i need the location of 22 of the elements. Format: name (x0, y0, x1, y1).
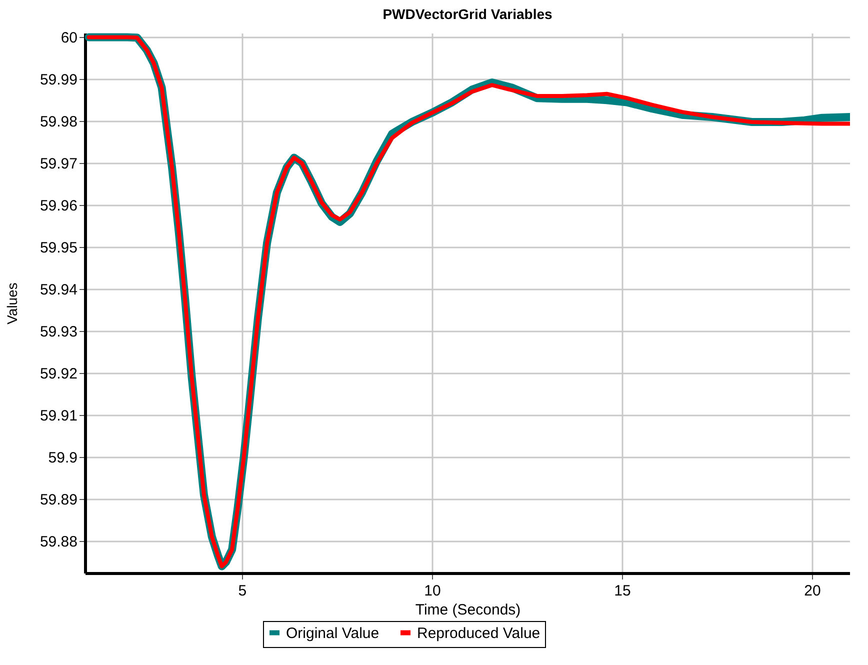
x-axis-title: Time (Seconds) (415, 602, 521, 618)
x-tick-label: 15 (614, 582, 631, 600)
y-tick-label: 59.94 (40, 282, 78, 299)
chart-title: PWDVectorGrid Variables (382, 6, 553, 22)
y-tick-label: 59.95 (40, 240, 78, 257)
y-tick-label: 59.96 (40, 198, 78, 215)
y-tick-label: 59.9 (48, 450, 78, 467)
y-tick-label: 60 (60, 30, 78, 47)
x-tick-label: 5 (238, 582, 247, 600)
y-tick-label: 59.92 (40, 366, 78, 383)
legend-label: Original Value (286, 624, 380, 642)
x-tick-label: 10 (424, 582, 441, 600)
y-tick-label: 59.89 (40, 492, 78, 509)
y-axis-title: Values (4, 282, 20, 324)
y-tick-label: 59.99 (40, 72, 78, 89)
y-tick-label: 59.98 (40, 114, 78, 131)
legend-label: Reproduced Value (417, 624, 540, 642)
y-tick-label: 59.93 (40, 324, 78, 341)
y-tick-label: 59.88 (40, 534, 78, 551)
x-tick-label: 20 (804, 582, 821, 600)
y-tick-label: 59.97 (40, 156, 78, 173)
y-tick-label: 59.91 (40, 408, 78, 425)
